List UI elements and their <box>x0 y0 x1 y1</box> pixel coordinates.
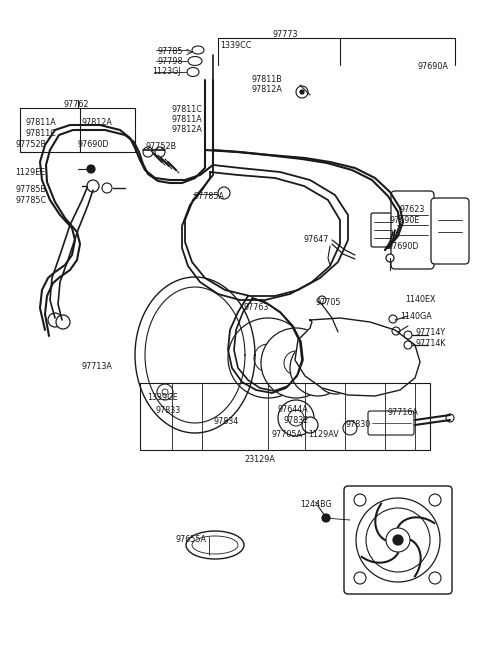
Circle shape <box>356 498 440 582</box>
Text: 97644A: 97644A <box>277 405 308 414</box>
Text: 97655A: 97655A <box>175 535 206 544</box>
Circle shape <box>335 363 365 393</box>
Circle shape <box>290 340 346 396</box>
Text: 97714K: 97714K <box>415 339 445 348</box>
Circle shape <box>155 147 165 157</box>
Text: 97690A: 97690A <box>418 62 449 71</box>
Circle shape <box>404 341 412 349</box>
Ellipse shape <box>187 67 199 77</box>
Ellipse shape <box>186 531 244 559</box>
Text: 97690D: 97690D <box>388 242 420 251</box>
Circle shape <box>309 359 327 377</box>
Circle shape <box>48 313 62 327</box>
FancyBboxPatch shape <box>371 213 395 247</box>
Text: 1140GA: 1140GA <box>400 312 432 321</box>
Circle shape <box>228 318 308 398</box>
Circle shape <box>218 187 230 199</box>
Text: 23129A: 23129A <box>245 455 276 464</box>
Text: 97690D: 97690D <box>78 140 109 149</box>
Polygon shape <box>295 318 420 396</box>
Text: 1339CE: 1339CE <box>147 393 178 402</box>
Text: 97812A: 97812A <box>252 85 283 94</box>
Circle shape <box>354 494 366 506</box>
Text: 97811C: 97811C <box>25 129 56 138</box>
Circle shape <box>284 351 308 375</box>
Circle shape <box>278 400 314 436</box>
Text: 97811C: 97811C <box>172 105 203 114</box>
Circle shape <box>354 572 366 584</box>
Text: 97832: 97832 <box>283 416 308 425</box>
Circle shape <box>345 373 355 383</box>
Text: 97752B: 97752B <box>145 142 176 151</box>
Circle shape <box>261 328 331 398</box>
Text: 97762: 97762 <box>64 100 89 109</box>
Text: 97798: 97798 <box>158 57 183 66</box>
Text: 97713A: 97713A <box>82 362 113 371</box>
Text: 97834: 97834 <box>213 417 238 426</box>
Circle shape <box>366 508 430 572</box>
Text: 97705: 97705 <box>315 298 340 307</box>
Text: 97811A: 97811A <box>25 118 56 127</box>
Circle shape <box>143 147 153 157</box>
Circle shape <box>302 417 318 433</box>
Text: 1244BG: 1244BG <box>300 500 332 509</box>
Circle shape <box>446 414 454 422</box>
Circle shape <box>404 331 412 339</box>
Circle shape <box>389 315 397 323</box>
Circle shape <box>343 421 357 435</box>
Circle shape <box>429 494 441 506</box>
FancyBboxPatch shape <box>368 411 414 435</box>
FancyBboxPatch shape <box>391 191 434 269</box>
Text: 97623: 97623 <box>400 205 425 214</box>
Circle shape <box>429 572 441 584</box>
Circle shape <box>300 90 304 94</box>
Text: 1123GJ: 1123GJ <box>152 67 180 76</box>
Text: 97773: 97773 <box>272 30 298 39</box>
Circle shape <box>87 165 95 173</box>
Text: 97752B: 97752B <box>15 140 46 149</box>
Text: 97716A: 97716A <box>387 408 418 417</box>
Text: 1129EE: 1129EE <box>15 168 45 177</box>
Text: 97830: 97830 <box>346 420 371 429</box>
Text: 97812A: 97812A <box>82 118 113 127</box>
Circle shape <box>56 315 70 329</box>
Text: 97690E: 97690E <box>390 216 420 225</box>
Text: 97833: 97833 <box>155 406 180 415</box>
Circle shape <box>296 86 308 98</box>
Circle shape <box>87 180 99 192</box>
Text: 97785C: 97785C <box>15 196 46 205</box>
Text: 1140EX: 1140EX <box>405 295 435 304</box>
Circle shape <box>315 352 357 394</box>
Text: 97714Y: 97714Y <box>415 328 445 337</box>
Circle shape <box>393 535 403 545</box>
Text: 97812A: 97812A <box>172 125 203 134</box>
Text: 97785A: 97785A <box>193 192 224 201</box>
Ellipse shape <box>192 536 238 554</box>
FancyBboxPatch shape <box>431 198 469 264</box>
Circle shape <box>392 327 400 335</box>
Circle shape <box>157 384 173 400</box>
Circle shape <box>386 528 410 552</box>
Circle shape <box>322 514 330 522</box>
Circle shape <box>318 296 326 304</box>
Text: 1339CC: 1339CC <box>220 41 252 50</box>
Text: 97811B: 97811B <box>252 75 283 84</box>
Circle shape <box>288 410 304 426</box>
FancyBboxPatch shape <box>344 486 452 594</box>
Circle shape <box>386 254 394 262</box>
Text: 1129AV: 1129AV <box>308 430 339 439</box>
Ellipse shape <box>192 46 204 54</box>
Text: 97811A: 97811A <box>172 115 203 124</box>
Text: 97785: 97785 <box>158 47 183 56</box>
Text: 97763: 97763 <box>243 303 268 312</box>
Text: 97705A: 97705A <box>272 430 303 439</box>
Text: 97785B: 97785B <box>15 185 46 194</box>
Circle shape <box>162 389 168 395</box>
Circle shape <box>102 183 112 193</box>
Text: 97647: 97647 <box>303 235 328 244</box>
Circle shape <box>254 344 282 372</box>
Ellipse shape <box>188 56 202 66</box>
Circle shape <box>329 366 343 380</box>
